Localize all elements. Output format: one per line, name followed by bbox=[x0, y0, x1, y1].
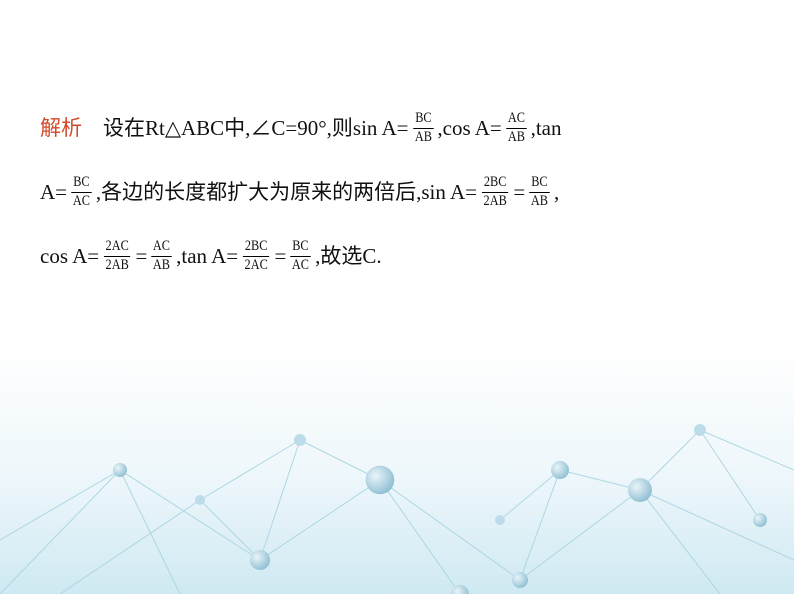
text: ,故选C. bbox=[315, 233, 382, 279]
text: = bbox=[513, 169, 525, 215]
text: 设在Rt△ABC中,∠C=90°,则sin A= bbox=[82, 105, 409, 151]
fraction: BC AC bbox=[291, 239, 311, 274]
text: = bbox=[135, 233, 147, 279]
text: , bbox=[554, 169, 559, 215]
fraction: BC AB bbox=[529, 175, 549, 210]
text: ,tan bbox=[531, 105, 562, 151]
fraction: BC AB bbox=[413, 111, 433, 146]
fraction: 2AC 2AB bbox=[104, 239, 131, 274]
text: = bbox=[274, 233, 286, 279]
fraction: AC AB bbox=[152, 239, 172, 274]
text: ,tan A= bbox=[176, 233, 238, 279]
line-2: A= BC AC ,各边的长度都扩大为原来的两倍后,sin A= 2BC 2AB… bbox=[40, 169, 754, 215]
line-3: cos A= 2AC 2AB = AC AB ,tan A= 2BC 2AC =… bbox=[40, 233, 754, 279]
text: A= bbox=[40, 169, 67, 215]
solution-label: 解析 bbox=[40, 105, 82, 151]
text: ,各边的长度都扩大为原来的两倍后,sin A= bbox=[96, 169, 477, 215]
text: cos A= bbox=[40, 233, 99, 279]
solution-content: 解析 设在Rt△ABC中,∠C=90°,则sin A= BC AB ,cos A… bbox=[40, 105, 754, 298]
fraction: AC AB bbox=[506, 111, 526, 146]
line-1: 解析 设在Rt△ABC中,∠C=90°,则sin A= BC AB ,cos A… bbox=[40, 105, 754, 151]
fraction: 2BC 2AC bbox=[243, 239, 270, 274]
fraction: BC AC bbox=[71, 175, 91, 210]
text: ,cos A= bbox=[437, 105, 501, 151]
fraction: 2BC 2AB bbox=[482, 175, 509, 210]
